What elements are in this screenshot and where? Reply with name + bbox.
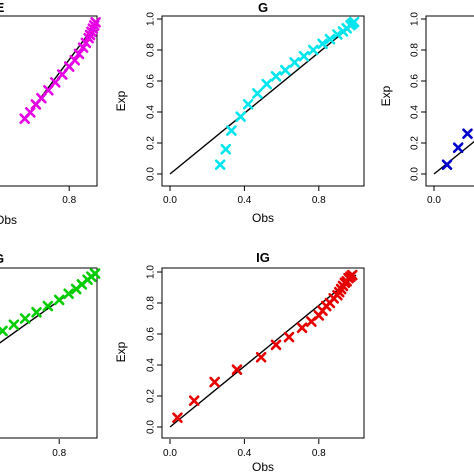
data-point (242, 98, 254, 110)
data-point (283, 331, 295, 343)
data-point (24, 107, 36, 118)
panel-top-right: 0.0 0.0 0.2 0.4 0.6 0.8 1.0 Exp (379, 12, 474, 206)
data-point (324, 33, 336, 45)
data-point (252, 88, 263, 99)
y-tick-label: 0.2 (146, 136, 157, 150)
panel-title: IG (256, 250, 270, 265)
y-tick-label: 0.4 (146, 358, 157, 372)
data-point (255, 351, 267, 363)
y-tick-label: 0.2 (410, 136, 421, 150)
y-tick-label: 0.2 (146, 389, 157, 403)
reference-line (169, 274, 357, 428)
data-point (63, 288, 74, 299)
data-point (0, 325, 8, 337)
data-point (42, 300, 54, 312)
x-tick-label: 0.8 (312, 195, 326, 206)
x-axis-title: Obs (0, 213, 17, 227)
data-point (298, 50, 310, 62)
x-tick-label: 0.0 (163, 448, 177, 459)
y-tick-label: 0.8 (146, 43, 157, 57)
y-tick-label: 0.6 (410, 74, 421, 88)
panel-g: G 0.0 0.4 0.8 0.0 0.2 0.4 0.6 0.8 1.0 Obs Exp (114, 0, 365, 225)
panel-bottom-left-g: G 0.8 (0, 251, 101, 459)
y-tick-label: 1.0 (146, 12, 157, 26)
axis-frame (0, 267, 98, 439)
data-point (348, 16, 360, 28)
x-tick-label: 0.0 (163, 195, 177, 206)
data-point (172, 412, 183, 423)
data-point (261, 78, 273, 90)
data-point (8, 319, 20, 330)
data-point (69, 54, 81, 66)
y-tick-label: 0.8 (410, 43, 421, 57)
y-tick-label: 1.0 (410, 12, 421, 26)
y-tick-label: 0.0 (146, 167, 157, 181)
x-tick-label: 0.0 (427, 195, 441, 206)
reference-line (0, 272, 98, 344)
data-point (317, 38, 328, 50)
y-tick-label: 1.0 (146, 265, 157, 279)
data-point (270, 339, 282, 351)
axis-frame (161, 15, 365, 187)
y-axis-title: Exp (114, 341, 128, 362)
x-tick-label: 0.8 (312, 448, 326, 459)
data-point (296, 322, 308, 334)
axis-frame (0, 15, 98, 187)
data-point (289, 57, 300, 68)
data-point (220, 143, 232, 155)
data-point (226, 125, 237, 136)
data-point (307, 44, 319, 56)
axis-frame (161, 267, 365, 439)
data-point (452, 142, 464, 153)
y-axis-title: Exp (114, 90, 128, 111)
data-point (441, 159, 453, 170)
data-point (31, 307, 42, 318)
panel-ig: IG 0.0 0.4 0.8 0.0 0.2 0.4 0.6 0.8 1.0 Obs Exp (114, 250, 365, 474)
data-point (462, 128, 473, 139)
panel-e: E 0.8 Obs (0, 0, 101, 227)
reference-line (169, 21, 357, 175)
y-tick-label: 0.4 (410, 105, 421, 119)
data-point (90, 17, 101, 28)
data-point (214, 159, 226, 170)
data-point (270, 71, 282, 82)
x-tick-label: 0.4 (237, 448, 251, 459)
x-tick-label: 0.8 (52, 448, 66, 459)
data-point (280, 64, 291, 76)
panel-title: E (0, 0, 5, 15)
data-point (80, 37, 92, 49)
data-point (19, 313, 31, 324)
y-tick-label: 0.6 (146, 74, 157, 88)
y-axis-title: Exp (379, 85, 393, 106)
y-tick-label: 0.6 (146, 327, 157, 341)
x-axis-title: Obs (252, 211, 274, 225)
data-point (332, 29, 343, 40)
data-point (231, 364, 243, 375)
x-tick-label: 0.4 (237, 195, 251, 206)
axis-frame (425, 15, 474, 187)
data-point (53, 294, 65, 306)
panel-title: G (0, 251, 4, 266)
y-tick-label: 0.4 (146, 105, 157, 119)
data-point (89, 268, 101, 279)
y-tick-label: 0.8 (146, 296, 157, 310)
y-tick-label: 0.0 (146, 420, 157, 434)
data-point (188, 395, 200, 406)
data-point (346, 269, 358, 281)
x-axis-title: Obs (252, 460, 274, 474)
data-point (77, 42, 89, 53)
data-point (209, 376, 220, 388)
x-tick-label: 0.8 (62, 195, 76, 206)
panel-title: G (258, 0, 268, 15)
data-point (235, 111, 246, 122)
data-point (73, 48, 85, 60)
y-tick-label: 0.0 (410, 167, 421, 181)
